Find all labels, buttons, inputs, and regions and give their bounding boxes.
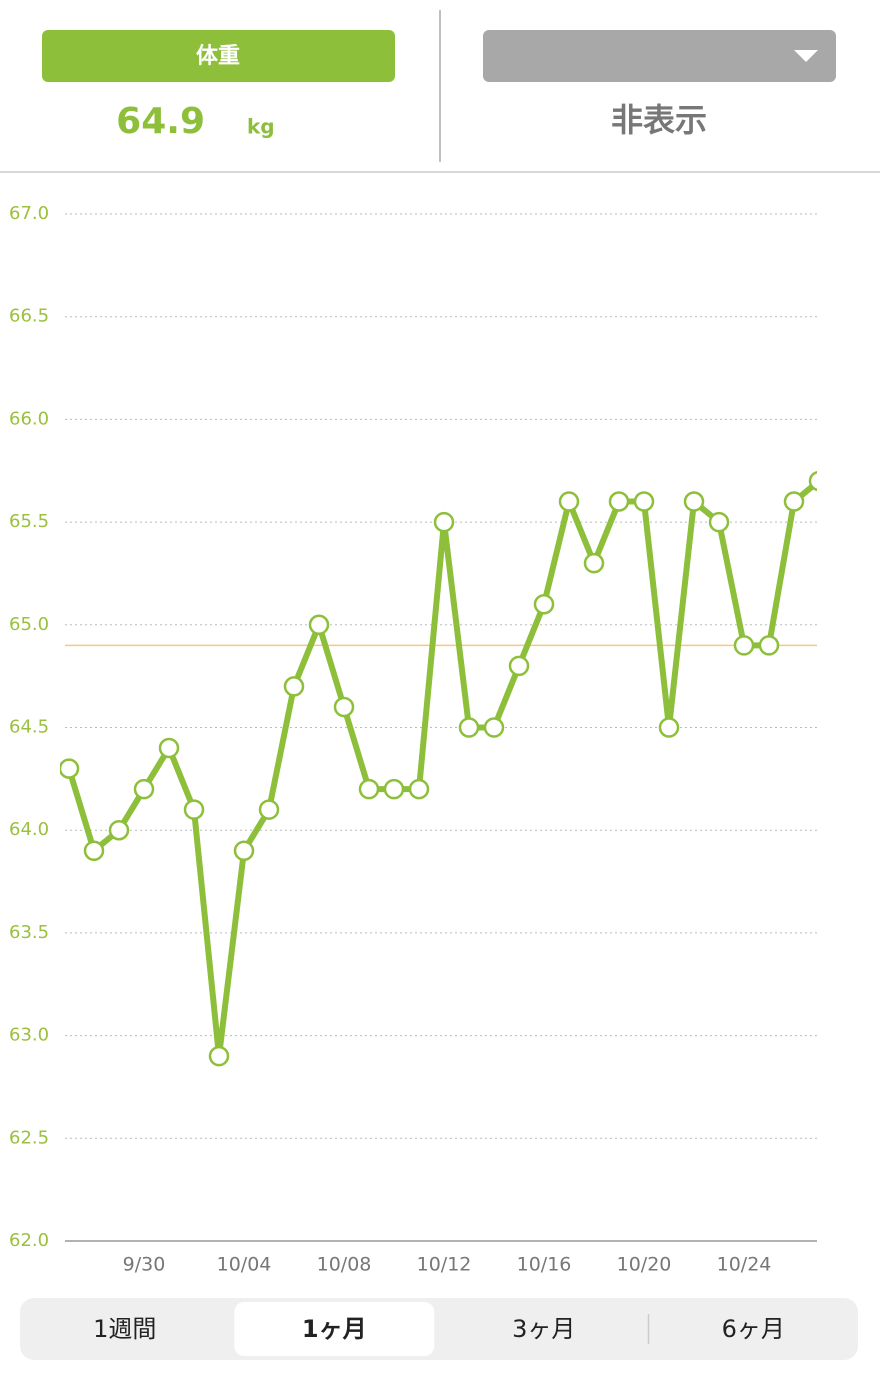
data-point [333,696,355,718]
data-point [758,635,780,656]
data-point [508,655,530,677]
y-tick-label: 62.5 [9,1127,49,1148]
data-point [158,737,180,759]
x-tick-label: 10/12 [417,1254,472,1276]
data-point [683,491,705,512]
y-tick-label: 67.0 [9,203,49,224]
x-tick-label: 10/08 [317,1254,372,1276]
data-point [133,778,155,800]
data-point [558,491,580,512]
tab[interactable]: 1週間 [93,1315,156,1343]
data-point [483,717,505,738]
y-tick-label: 62.0 [9,1230,49,1251]
tab-selected [234,1302,435,1356]
data-point [408,778,430,800]
chart: 62.0 62.5 63.0 63.5 64.0 64.5 65.0 65.5 66.0 66.5… [9,203,817,1276]
y-tick-label: 64.5 [9,717,49,738]
data-point [633,491,655,512]
current-unit: kg [247,115,275,139]
data-point [308,614,330,636]
data-point [183,799,205,820]
data-point [283,676,305,697]
dropdown[interactable] [483,30,836,82]
y-tick-label: 64.0 [9,819,49,840]
data-point [608,491,630,512]
x-tick-label: 10/16 [517,1254,572,1276]
tab-bar [20,1298,858,1360]
data-point [233,840,255,861]
data-point [358,778,380,800]
data-point [733,635,755,656]
data-point [533,594,555,615]
x-tick-label: 10/20 [617,1254,672,1276]
data-point [83,840,105,861]
data-point [458,717,480,738]
plot [60,470,817,1067]
data-line [66,478,817,1060]
tab[interactable]: 1ヶ月 [302,1315,367,1343]
data-point [708,511,730,533]
data-point [658,717,680,738]
y-tick-label: 66.0 [9,408,49,429]
data-point [60,758,80,779]
tab[interactable]: 3ヶ月 [512,1315,575,1343]
metric-tab[interactable] [42,30,395,82]
secondary-label: 非表示 [611,101,707,139]
x-tick-label: 9/30 [123,1254,166,1276]
data-point [583,552,605,574]
y-tick-label: 63.5 [9,922,49,943]
tabs: 1週間 1ヶ月 3ヶ月 6ヶ月 [93,1302,785,1356]
data-point [208,1045,230,1067]
data-point [383,778,405,800]
y-tick-label: 66.5 [9,306,49,327]
data-point [783,491,805,512]
x-tick-label: 10/04 [217,1254,272,1276]
y-tick-label: 63.0 [9,1025,49,1046]
tab[interactable]: 6ヶ月 [722,1315,785,1343]
y-tick-label: 65.5 [9,511,49,532]
y-tick-label: 65.0 [9,614,49,635]
dropdown-arrow [794,50,818,62]
x-tick-label: 10/24 [717,1254,772,1276]
metric-tab-label: 体重 [196,44,240,69]
data-point [433,511,455,533]
data-point [108,819,130,841]
data-point [258,799,280,820]
data-point [808,470,817,492]
current-value: 64.9 [116,101,205,142]
